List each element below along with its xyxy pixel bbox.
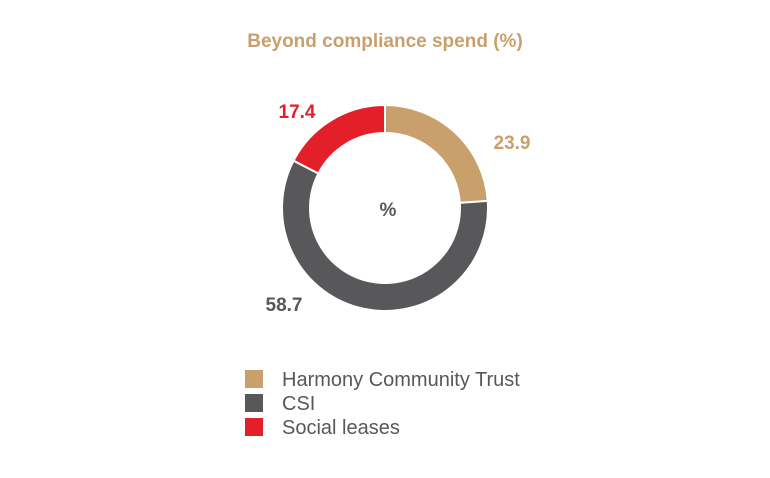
legend-swatch-csi <box>245 394 263 412</box>
slice-value-label-social-leases: 17.4 <box>279 102 316 123</box>
legend-label-harmony-community-trust: Harmony Community Trust <box>282 369 520 391</box>
slice-labels: 23.9 58.7 17.4 <box>266 102 531 316</box>
slice-value-label-csi: 58.7 <box>266 295 303 316</box>
slice-social-leases <box>292 103 386 175</box>
slice-value-label-harmony-community-trust: 23.9 <box>494 133 531 154</box>
slice-harmony-community-trust <box>384 103 489 204</box>
center-label: % <box>380 200 397 221</box>
legend-label-social-leases: Social leases <box>282 417 400 439</box>
chart-title: Beyond compliance spend (%) <box>247 31 523 52</box>
slice-csi <box>281 159 489 312</box>
legend-swatch-harmony-community-trust <box>245 370 263 388</box>
legend-swatch-social-leases <box>245 418 263 436</box>
legend-label-csi: CSI <box>282 393 315 415</box>
donut-slices <box>281 103 489 312</box>
